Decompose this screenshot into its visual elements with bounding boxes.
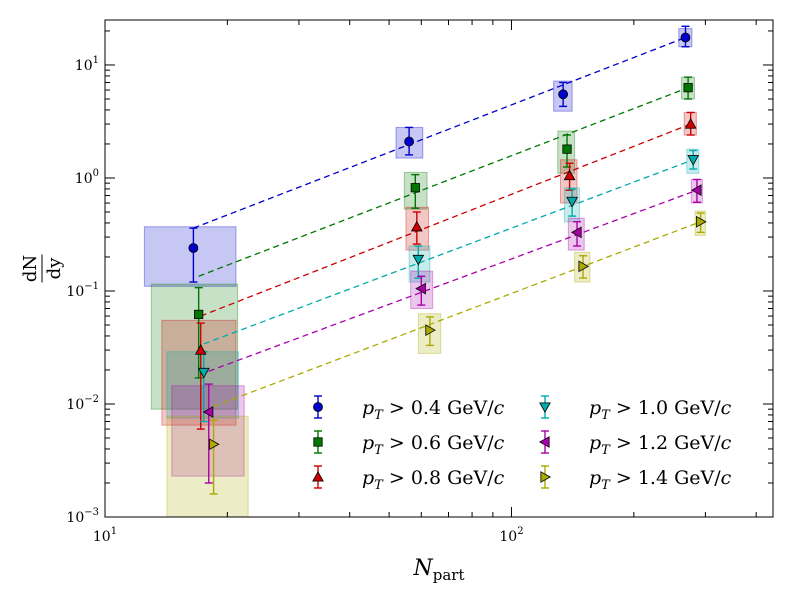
legend-label-4: pT > 1.2 GeV/c [589, 432, 732, 458]
legend-entry-1: pT > 0.6 GeV/c [313, 430, 505, 458]
marker-5-3 [696, 215, 707, 228]
legend-label-0: pT > 0.4 GeV/c [362, 397, 505, 423]
y-axis-title: dN dy [20, 254, 65, 283]
data-markers [188, 32, 707, 451]
marker-3-1 [412, 254, 425, 266]
legend-label-2: pT > 0.8 GeV/c [362, 467, 505, 493]
legend-entry-5: pT > 1.4 GeV/c [540, 465, 732, 493]
y-tick-label-3: 100 [75, 168, 99, 187]
marker-0-0 [188, 243, 199, 253]
legend-marker-2 [312, 470, 324, 482]
marker-2-1 [410, 220, 423, 232]
marker-5-0 [209, 438, 220, 451]
marker-4-3 [690, 184, 702, 197]
legend-label-5: pT > 1.4 GeV/c [589, 467, 732, 493]
marker-2-0 [194, 344, 207, 355]
marker-1-1 [410, 183, 420, 193]
marker-2-3 [684, 118, 697, 129]
marker-3-2 [566, 196, 578, 208]
marker-4-0 [202, 406, 214, 418]
plot-frame [104, 19, 774, 518]
y-axis-title-denominator: dy [44, 257, 65, 280]
fit-line-3 [203, 159, 694, 345]
marker-0-2 [558, 89, 569, 100]
legend-marker-4 [538, 436, 550, 448]
legend: pT > 0.4 GeV/c pT > 0.6 GeV/c pT > 0.8 GeV… [312, 395, 732, 493]
y-tick-label-0: 10−3 [66, 507, 99, 526]
axis-titles: Npart dN dy [20, 254, 465, 584]
legend-entry-3: pT > 1.0 GeV/c [539, 395, 732, 423]
legend-entry-0: pT > 0.4 GeV/c [313, 395, 505, 423]
fit-line-5 [213, 221, 701, 408]
fit-line-2 [200, 123, 691, 317]
marker-4-2 [571, 226, 582, 239]
fit-line-0 [193, 36, 686, 229]
x-tick-label-0: 101 [93, 526, 117, 545]
marker-3-3 [687, 155, 700, 166]
legend-label-1: pT > 0.6 GeV/c [362, 432, 505, 458]
sys-box-0-0 [143, 226, 237, 287]
fit-line-4 [208, 189, 698, 372]
legend-entry-4: pT > 1.2 GeV/c [538, 430, 732, 458]
tick-labels: 101 102 10−3 10−2 10−1 100 101 [66, 55, 523, 545]
legend-label-3: pT > 1.0 GeV/c [589, 397, 732, 423]
y-axis-title-numerator: dN [20, 255, 41, 282]
sys-box-5-0 [166, 415, 249, 518]
marker-0-3 [680, 32, 691, 43]
x-tick-label-1: 102 [499, 526, 523, 545]
marker-5-2 [578, 260, 590, 273]
y-tick-label-4: 101 [75, 55, 99, 74]
legend-marker-3 [539, 402, 551, 414]
legend-marker-1 [313, 437, 323, 447]
marker-5-1 [425, 324, 436, 337]
axis-ticks [104, 20, 773, 518]
legend-marker-5 [540, 471, 552, 483]
y-tick-label-2: 10−1 [66, 281, 99, 300]
legend-entry-2: pT > 0.8 GeV/c [312, 465, 505, 493]
systematic-boxes [143, 28, 706, 518]
marker-1-3 [683, 83, 693, 93]
marker-4-1 [415, 282, 426, 295]
sys-box-4-0 [171, 385, 245, 477]
marker-2-2 [563, 169, 576, 181]
marker-3-0 [197, 367, 210, 379]
fit-line-1 [198, 87, 689, 277]
marker-1-2 [562, 144, 572, 154]
y-tick-label-1: 10−2 [66, 394, 99, 413]
fit-lines [193, 36, 701, 408]
sys-box-1-0 [150, 283, 239, 410]
marker-1-0 [194, 309, 204, 320]
legend-marker-0 [313, 402, 323, 412]
sys-box-2-2 [559, 159, 578, 204]
marker-0-1 [404, 136, 415, 147]
error-bars [189, 25, 705, 495]
x-axis-title: Npart [413, 556, 465, 584]
sys-box-3-0 [166, 351, 239, 419]
